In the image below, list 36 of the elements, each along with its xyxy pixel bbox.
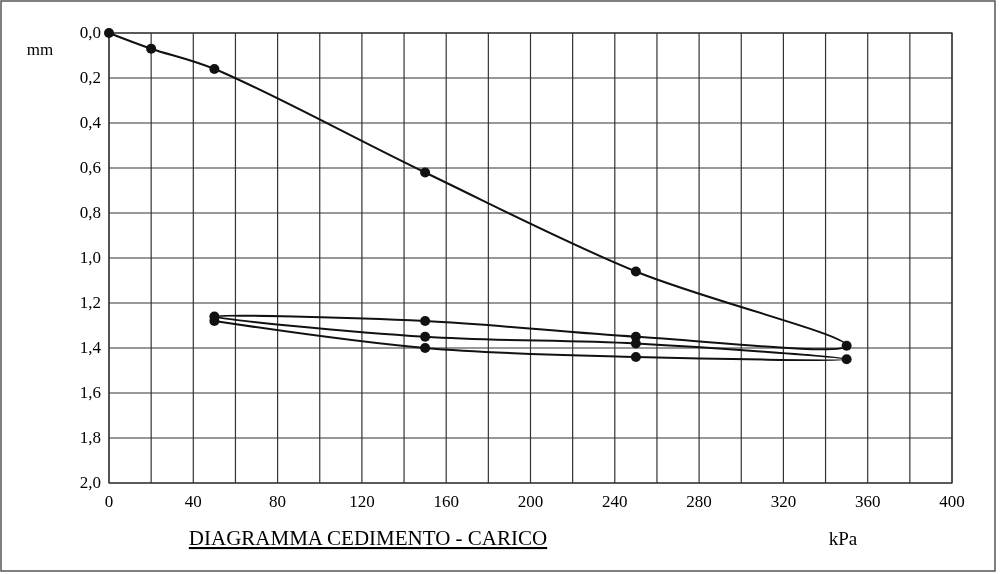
point [841, 340, 852, 351]
y-tick-label: 0,6 [79, 158, 101, 177]
point [420, 331, 431, 342]
y-tick-label: 1,4 [79, 338, 102, 357]
point [420, 316, 431, 326]
x-tick-label: 320 [770, 492, 797, 511]
point [630, 266, 641, 277]
x-tick-label: 200 [517, 492, 544, 511]
y-tick-label: 1,8 [79, 428, 101, 447]
y-tick-label: 0,2 [79, 68, 101, 87]
x-tick-label: 80 [269, 492, 287, 511]
x-axis-title: kPa [828, 528, 858, 549]
x-tick-label: 120 [349, 492, 375, 511]
x-tick-label: 240 [602, 492, 628, 511]
point [420, 343, 431, 353]
y-tick-label: 2,0 [79, 473, 101, 492]
point [146, 43, 157, 54]
text: DIAGRAMMA CEDIMENTO - CARICO [188, 526, 548, 550]
y-axis-title: mm [26, 40, 54, 59]
x-tick-label: 0 [104, 492, 114, 511]
y-tick-label: 1,6 [79, 383, 101, 402]
y-tick-label: 1,0 [79, 248, 101, 267]
point [420, 167, 431, 178]
y-tick-label: 0,4 [79, 113, 102, 132]
x-tick-label: 160 [433, 492, 459, 511]
x-tick-label: 400 [939, 492, 965, 511]
x-tick-label: 360 [854, 492, 881, 511]
point [104, 28, 114, 38]
x-tick-label: 40 [184, 492, 202, 511]
y-tick-label: 0,0 [79, 23, 101, 42]
point [841, 354, 852, 365]
point [630, 352, 641, 362]
y-tick-label: 0,8 [79, 203, 101, 222]
y-tick-label: 1,2 [79, 293, 101, 312]
point [209, 64, 220, 74]
x-tick-label: 280 [686, 492, 712, 511]
